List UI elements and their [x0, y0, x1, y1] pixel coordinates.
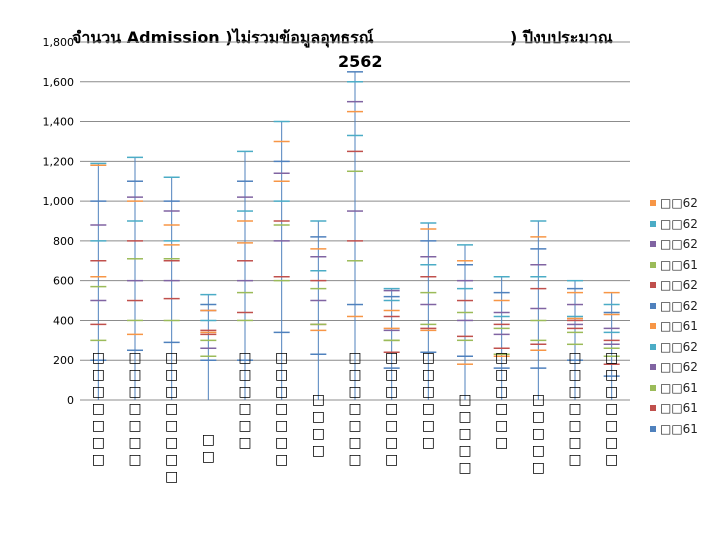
legend-swatch	[650, 323, 656, 330]
legend-swatch	[650, 282, 656, 289]
legend-item: □□62	[650, 214, 698, 235]
legend-label: □□62	[660, 339, 698, 354]
x-tick-label: □□	[201, 432, 215, 465]
legend-item: □□62	[650, 337, 698, 358]
legend-item: □□61	[650, 255, 698, 276]
legend-item: □□61	[650, 316, 698, 337]
legend-swatch	[650, 261, 656, 268]
legend-item: □□61	[650, 419, 698, 440]
x-tick-label: □□□□□□	[238, 350, 252, 451]
legend-label: □□61	[660, 319, 698, 334]
legend-swatch	[650, 364, 656, 371]
legend-item: □□62	[650, 357, 698, 378]
legend-label: □□61	[660, 380, 698, 395]
y-tick-label: 0	[67, 394, 74, 407]
y-tick-label: 1,800	[43, 36, 75, 49]
x-tick-label: □□□□□	[531, 392, 545, 476]
legend-label: □□62	[660, 216, 698, 231]
y-tick-label: 400	[53, 314, 74, 327]
x-tick-label: □□□□□□□	[605, 350, 619, 468]
legend-item: □□62	[650, 193, 698, 214]
legend-swatch	[650, 343, 656, 350]
y-tick-label: 800	[53, 235, 74, 248]
x-tick-label: □□□□□□	[495, 350, 509, 451]
legend-swatch	[650, 425, 656, 432]
x-tick-label: □□□□□□□	[91, 350, 105, 468]
x-tick-label: □□□□□□□	[128, 350, 142, 468]
y-tick-label: 1,400	[43, 116, 75, 129]
x-tick-label: □□□□□	[458, 392, 472, 476]
legend-item: □□62	[650, 296, 698, 317]
legend-label: □□61	[660, 401, 698, 416]
x-tick-label: □□□□	[311, 392, 325, 459]
legend-swatch	[650, 405, 656, 412]
legend-label: □□62	[660, 298, 698, 313]
legend-label: □□62	[660, 360, 698, 375]
y-tick-label: 1,200	[43, 155, 75, 168]
x-tick-label: □□□□□□	[421, 350, 435, 451]
legend-swatch	[650, 384, 656, 391]
legend-item: □□61	[650, 398, 698, 419]
y-tick-label: 1,000	[43, 195, 75, 208]
y-tick-label: 1,600	[43, 76, 75, 89]
y-tick-label: 200	[53, 354, 74, 367]
chart-title-line2: 2562	[338, 52, 383, 71]
legend-item: □□62	[650, 275, 698, 296]
legend-swatch	[650, 241, 656, 248]
legend-swatch	[650, 302, 656, 309]
legend-label: □□61	[660, 421, 698, 436]
x-tick-label: □□□□□□□	[568, 350, 582, 468]
y-tick-label: 600	[53, 275, 74, 288]
legend-label: □□62	[660, 237, 698, 252]
legend-swatch	[650, 200, 656, 207]
legend-item: □□61	[650, 378, 698, 399]
legend-swatch	[650, 220, 656, 227]
x-tick-label: □□□□□□□	[348, 350, 362, 468]
x-tick-label: □□□□□□□	[275, 350, 289, 468]
legend-label: □□62	[660, 278, 698, 293]
x-tick-label: □□□□□□□□	[165, 350, 179, 485]
x-tick-label: □□□□□□□	[385, 350, 399, 468]
legend-item: □□62	[650, 234, 698, 255]
legend: □□62 □□62 □□62 □□61 □□62 □□62 □□61 □□62 □□62 □□61…	[650, 193, 698, 439]
legend-label: □□62	[660, 196, 698, 211]
legend-label: □□61	[660, 257, 698, 272]
